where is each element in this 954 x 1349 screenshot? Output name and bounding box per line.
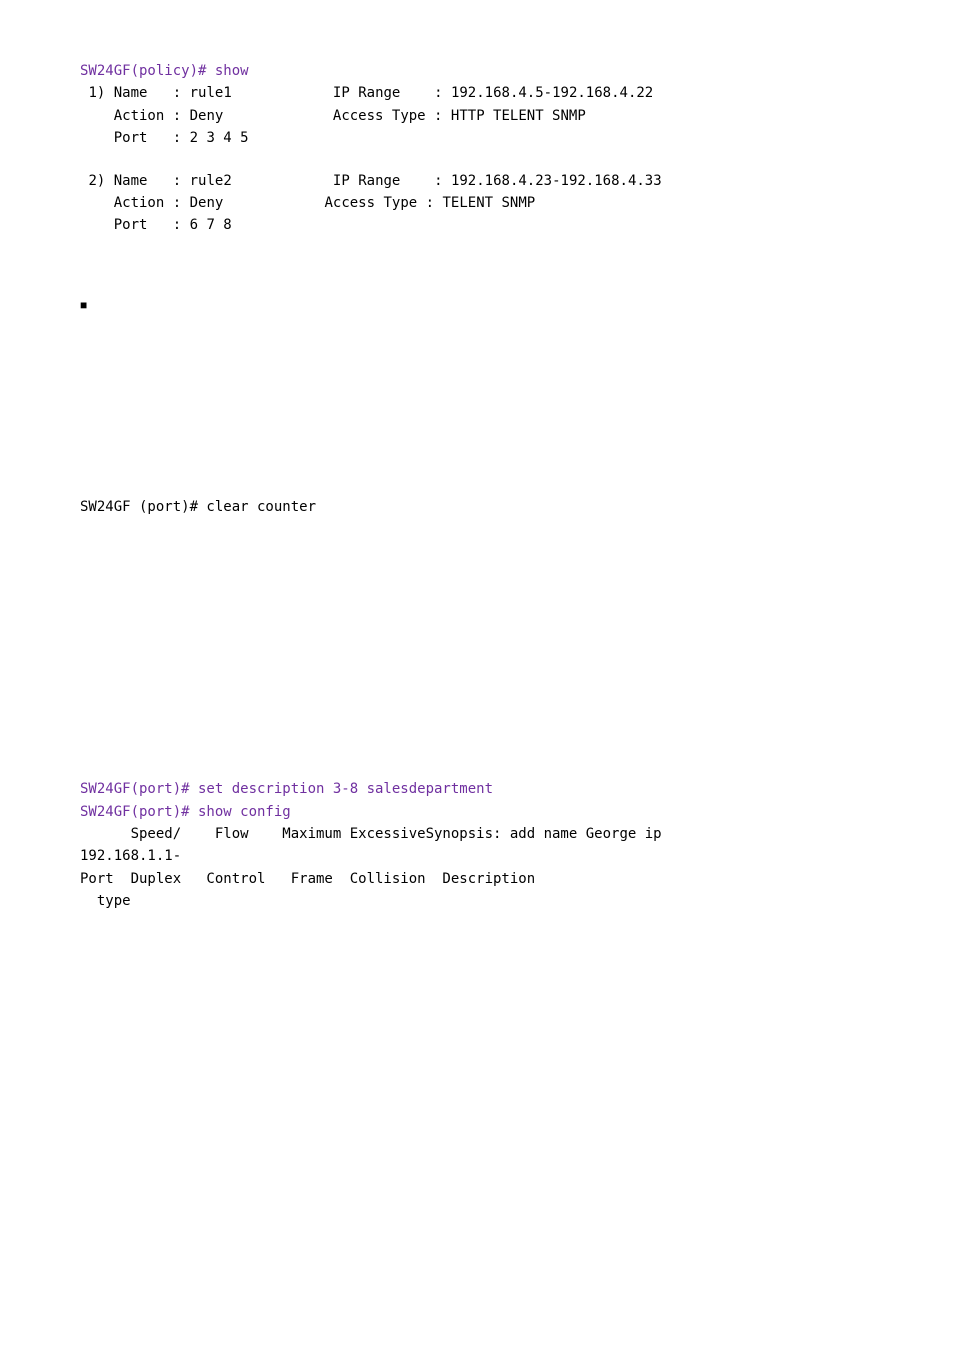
action-value: Deny: [190, 108, 224, 124]
header-line-1: Speed/ Flow Maximum ExcessiveSynopsis: a…: [80, 823, 874, 845]
policy-show-prompt: SW24GF(policy)# show: [80, 60, 874, 82]
show-config-line: SW24GF(port)# show config: [80, 801, 874, 823]
rule-2-line-1: 2) Name : rule2 IP Range : 192.168.4.23-…: [80, 170, 874, 192]
port-value: 2 3 4 5: [190, 130, 249, 146]
rule-idx: 1): [88, 85, 105, 101]
port-value: 6 7 8: [190, 217, 232, 233]
action-value: Deny: [190, 195, 224, 211]
ip-value: 192.168.4.5-192.168.4.22: [451, 85, 653, 101]
ip-label: IP Range :: [333, 173, 443, 189]
header-line-3: Port Duplex Control Frame Collision Desc…: [80, 868, 874, 890]
set-description-line: SW24GF(port)# set description 3-8 salesd…: [80, 778, 874, 800]
access-label: Access Type :: [324, 195, 434, 211]
ip-label: IP Range :: [333, 85, 443, 101]
clear-counter-line: SW24GF (port)# clear counter: [80, 496, 874, 518]
access-label: Access Type :: [333, 108, 443, 124]
name-value: rule1: [190, 85, 232, 101]
access-value: TELENT SNMP: [442, 195, 535, 211]
rule-1-line-2: Action : Deny Access Type : HTTP TELENT …: [80, 105, 874, 127]
port-label: Port :: [114, 217, 181, 233]
access-value: HTTP TELENT SNMP: [451, 108, 586, 124]
rule-1-line-1: 1) Name : rule1 IP Range : 192.168.4.5-1…: [80, 82, 874, 104]
rule-idx: 2): [88, 173, 105, 189]
header-line-2: 192.168.1.1-: [80, 845, 874, 867]
rule-1-line-3: Port : 2 3 4 5: [80, 127, 874, 149]
ip-value: 192.168.4.23-192.168.4.33: [451, 173, 662, 189]
name-label: Name :: [114, 85, 181, 101]
name-value: rule2: [190, 173, 232, 189]
rule-2-line-3: Port : 6 7 8: [80, 214, 874, 236]
bullet-icon: ■: [80, 297, 874, 316]
port-label: Port :: [114, 130, 181, 146]
action-label: Action :: [114, 195, 181, 211]
name-label: Name :: [114, 173, 181, 189]
header-line-4: type: [80, 890, 874, 912]
action-label: Action :: [114, 108, 181, 124]
rule-2-line-2: Action : Deny Access Type : TELENT SNMP: [80, 192, 874, 214]
